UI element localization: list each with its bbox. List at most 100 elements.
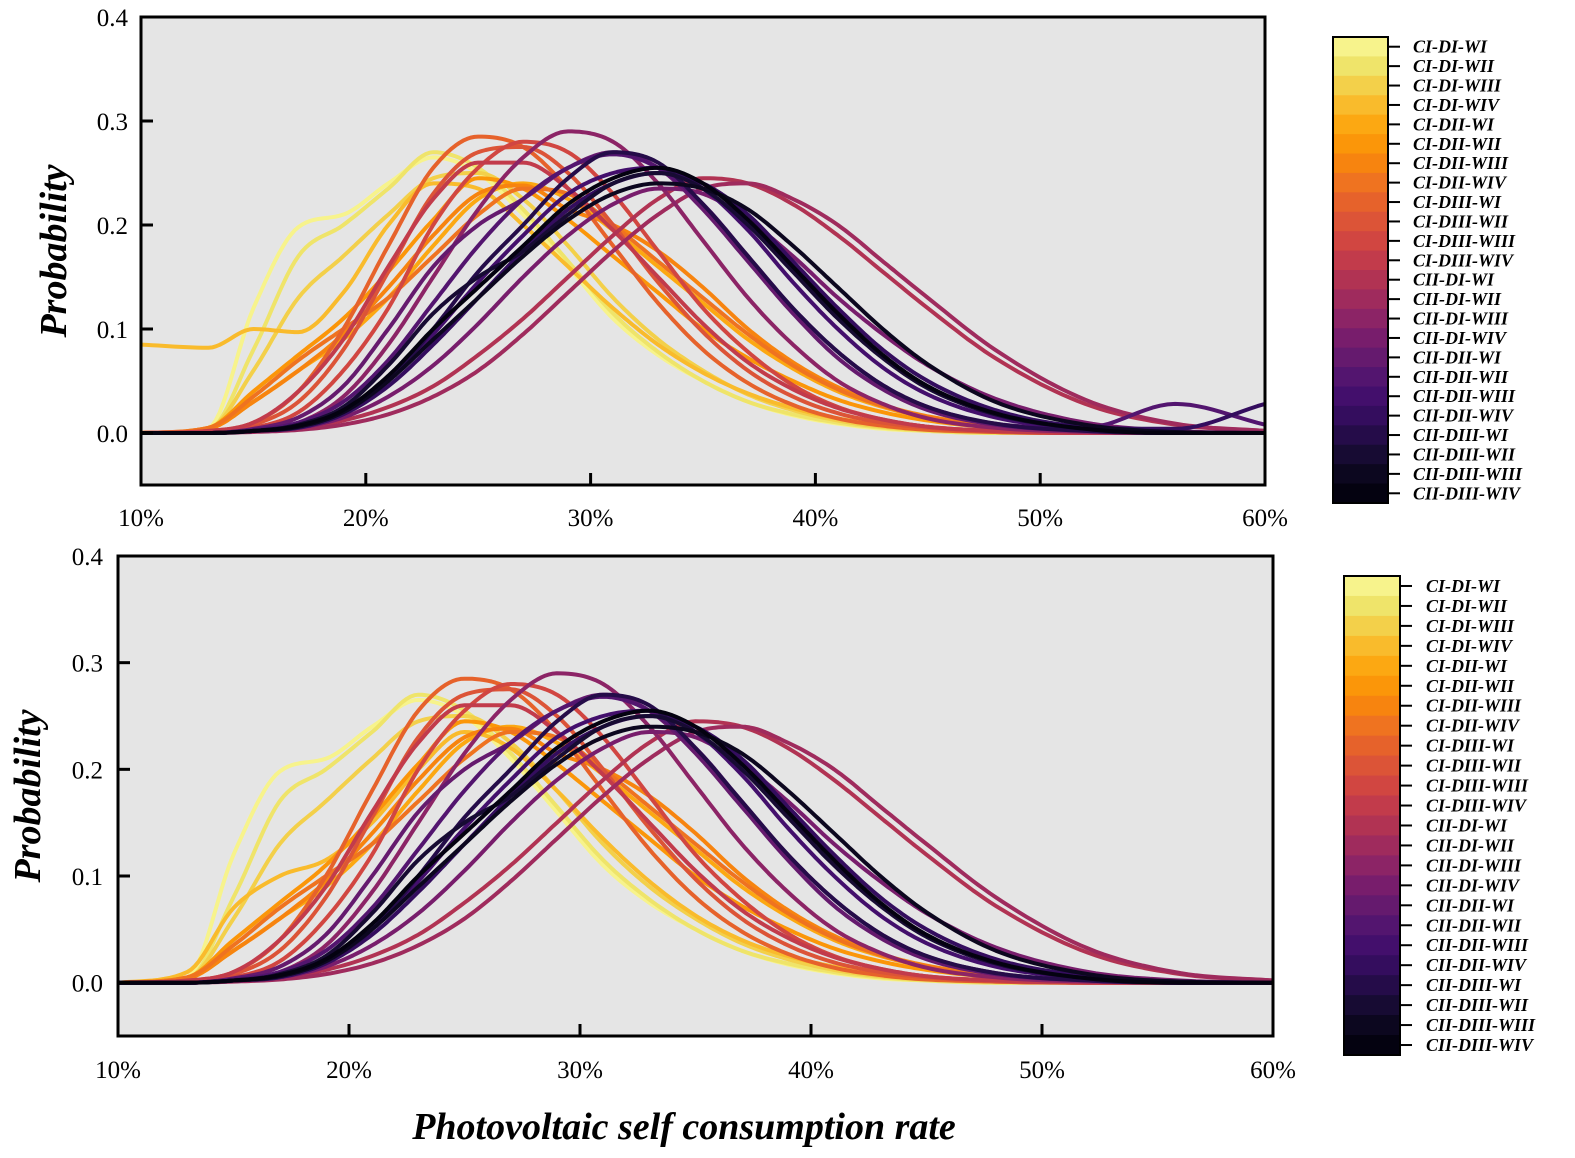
legend-label: CII-DI-WIV [1413, 328, 1508, 348]
legend-label: CII-DIII-WII [1426, 995, 1529, 1015]
x-tick-label: 20% [343, 505, 389, 532]
legend-label: CI-DII-WIV [1426, 716, 1521, 736]
legend-label: CII-DII-WIV [1413, 406, 1515, 426]
y-tick-label: 0.1 [97, 317, 128, 344]
legend-label: CI-DIII-WIII [1426, 776, 1529, 796]
legend-label: CII-DI-WI [1413, 270, 1495, 290]
legend-label: CII-DIII-WIV [1426, 1035, 1535, 1055]
curve-CII-DI-WII [118, 724, 1273, 985]
legend-label: CII-DII-WII [1413, 367, 1509, 387]
legend-label: CI-DI-WIV [1413, 95, 1501, 115]
colorbar-swatch [1333, 444, 1388, 465]
colorbar-swatch [1344, 1015, 1400, 1036]
colorbar-swatch [1333, 367, 1388, 388]
colorbar-swatch [1344, 755, 1400, 777]
x-tick-label: 10% [95, 1057, 141, 1084]
legend-label: CII-DII-WIII [1413, 386, 1516, 406]
y-tick-label: 0.1 [72, 864, 103, 891]
colorbar-swatch [1344, 695, 1400, 717]
plot-frame [139, 15, 1267, 487]
curve-CI-DIII-WIV [141, 160, 1265, 435]
colorbar-swatch [1344, 855, 1400, 876]
colorbar-swatch [1333, 250, 1388, 271]
legend-label: CII-DII-WI [1426, 895, 1515, 915]
colorbar-swatch [1333, 386, 1388, 407]
y-tick-label: 0.0 [72, 971, 103, 998]
colorbar-swatch [1333, 483, 1388, 504]
legend-label: CI-DI-WIII [1426, 616, 1515, 636]
x-tick-label: 60% [1250, 1057, 1296, 1084]
legend-label: CII-DIII-WI [1413, 425, 1509, 445]
plot-background [118, 556, 1273, 1036]
colorbar-swatch [1344, 935, 1400, 956]
colorbar-swatch [1344, 915, 1400, 936]
legend-label: CI-DI-WI [1426, 576, 1501, 596]
legend-label: CI-DI-WI [1413, 37, 1488, 57]
y-tick-label: 0.2 [72, 757, 103, 784]
legend-label: CII-DIII-WII [1413, 444, 1516, 464]
colorbar-swatch [1344, 795, 1400, 817]
legend-label: CII-DII-WIII [1426, 935, 1529, 955]
colorbar-swatch [1344, 895, 1400, 916]
colorbar-swatch [1333, 211, 1388, 232]
legend-label: CI-DI-WIII [1413, 76, 1502, 96]
curve-CII-DIII-WIV [118, 708, 1273, 985]
y-axis-title-top: Probability [33, 164, 75, 338]
x-axis-title: Photovoltaic self consumption rate [411, 1106, 956, 1148]
x-tick-label: 10% [118, 505, 164, 532]
colorbar-swatch [1333, 134, 1388, 155]
x-tick-label: 20% [326, 1057, 372, 1084]
colorbar-swatch [1344, 1035, 1400, 1056]
colorbar-swatch [1344, 815, 1400, 837]
legend-label: CII-DI-WII [1426, 835, 1515, 855]
colorbar-swatch [1344, 955, 1400, 976]
x-tick-label: 30% [557, 1057, 603, 1084]
legend-label: CI-DI-WIV [1426, 636, 1514, 656]
legend-label: CI-DII-WII [1426, 676, 1515, 696]
legend-label: CI-DIII-WI [1413, 192, 1502, 212]
colorbar-swatch [1344, 576, 1400, 597]
y-tick-label: 0.3 [97, 109, 128, 136]
legend-label: CI-DII-WIII [1413, 153, 1509, 173]
colorbar-swatch [1333, 425, 1388, 446]
legend-label: CI-DIII-WII [1426, 756, 1522, 776]
colorbar-swatch [1333, 75, 1388, 96]
legend-label: CI-DI-WII [1413, 56, 1495, 76]
colorbar-swatch [1344, 835, 1400, 857]
legend-label: CI-DII-WII [1413, 134, 1502, 154]
colorbar-swatch [1333, 95, 1388, 116]
legend-label: CI-DIII-WII [1413, 211, 1509, 231]
curve-CII-DIII-WIV [141, 165, 1265, 435]
colorbar-frame [1343, 575, 1401, 1056]
plot-frame [116, 554, 1275, 1038]
plot-background [141, 17, 1265, 485]
legend-label: CII-DII-WI [1413, 347, 1502, 367]
legend-label: CII-DIII-WIII [1413, 464, 1523, 484]
legend-label: CII-DIII-WIV [1413, 483, 1522, 503]
legend-label: CII-DI-WIII [1426, 855, 1522, 875]
legend-label: CII-DII-WII [1426, 915, 1522, 935]
x-tick-label: 40% [788, 1057, 834, 1084]
colorbar-swatch [1333, 192, 1388, 213]
legend-label: CI-DII-WI [1413, 114, 1495, 134]
colorbar-swatch [1344, 975, 1400, 996]
colorbar-swatch [1333, 405, 1388, 426]
colorbar-swatch [1344, 775, 1400, 797]
colorbar-swatch [1333, 37, 1388, 58]
y-tick-label: 0.3 [72, 651, 103, 678]
legend-label: CII-DII-WIV [1426, 955, 1528, 975]
colorbar-swatch [1344, 635, 1400, 657]
legend-label: CI-DIII-WIV [1426, 796, 1528, 816]
legend-label: CII-DI-WII [1413, 289, 1502, 309]
top-density-panel: 0.0 0.1 0.2 0.3 0.4 10% 20% 30% 40% 50% 60% CI-DI-W… [97, 5, 1523, 532]
colorbar-swatch [1344, 655, 1400, 677]
colorbar-swatch [1344, 735, 1400, 757]
legend-label: CII-DI-WIV [1426, 875, 1521, 895]
y-tick-label: 0.0 [97, 421, 128, 448]
colorbar-swatch [1333, 289, 1388, 310]
colorbar-swatch [1344, 675, 1400, 697]
colorbar-legend: CI-DI-WICI-DI-WIICI-DI-WIIICI-DI-WIVCI-D… [1332, 36, 1523, 504]
y-tick-label: 0.2 [97, 213, 128, 240]
colorbar-swatch [1344, 715, 1400, 737]
legend-label: CI-DI-WII [1426, 596, 1508, 616]
